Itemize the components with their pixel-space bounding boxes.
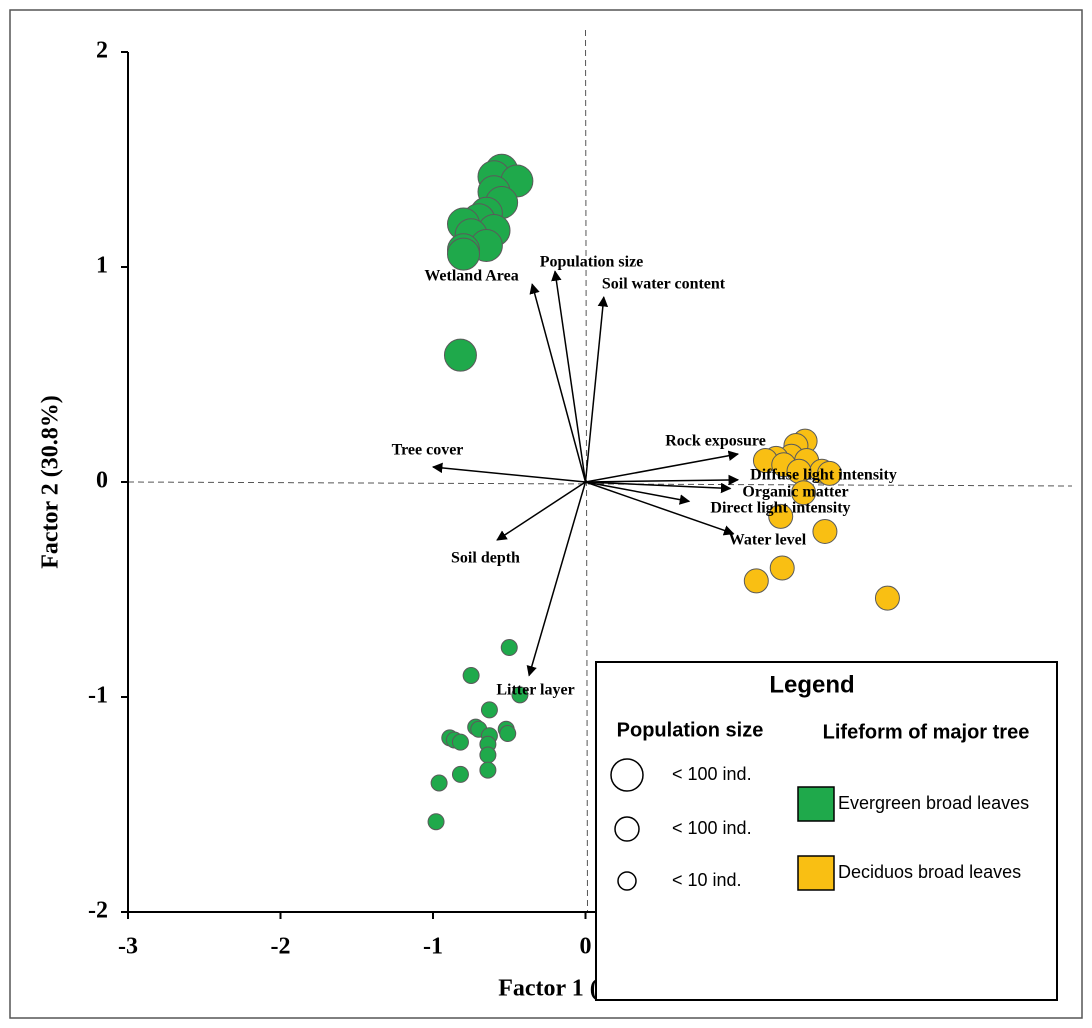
- vector: [585, 481, 691, 505]
- legend-swatch: [797, 786, 835, 822]
- vector-label: Wetland Area: [424, 268, 518, 285]
- point: [499, 725, 517, 743]
- x-tick-label: -3: [118, 934, 138, 960]
- point: [743, 568, 769, 594]
- point: [769, 555, 795, 581]
- legend-size-label: < 10 ind.: [672, 870, 742, 890]
- point: [768, 503, 794, 529]
- x-tick-label: -1: [423, 934, 443, 960]
- point: [451, 733, 469, 751]
- legend-size-title: Population size: [617, 719, 764, 741]
- point: [812, 518, 838, 544]
- vector-label: Diffuse light intensity: [750, 467, 897, 484]
- vector: [584, 296, 609, 483]
- legend-size-marker: [610, 758, 644, 792]
- x-tick-label: -2: [271, 934, 291, 960]
- vector-label: Organic matter: [742, 484, 848, 501]
- legend-size-marker: [617, 871, 637, 891]
- vector-label: Litter layer: [496, 682, 574, 699]
- point: [479, 746, 497, 764]
- point: [451, 765, 469, 783]
- vector-label: Soil depth: [451, 550, 520, 567]
- vector: [551, 270, 587, 483]
- point: [480, 701, 498, 719]
- y-tick-label: 1: [96, 253, 108, 279]
- vector-label: Soil water content: [602, 276, 726, 293]
- vector: [585, 450, 740, 483]
- point: [511, 686, 529, 704]
- point: [427, 813, 445, 831]
- legend-size-label: < 100 ind.: [672, 818, 752, 838]
- legend-label: Deciduos broad leaves: [838, 862, 1021, 882]
- legend-swatch: [797, 855, 835, 891]
- vector: [526, 481, 587, 677]
- legend-label: Evergreen broad leaves: [838, 793, 1029, 813]
- y-tick-label: 0: [96, 468, 108, 494]
- point: [462, 667, 480, 684]
- vector-label: Direct light intensity: [710, 500, 850, 517]
- vector-label: Water level: [729, 532, 807, 549]
- vector-label: Population size: [540, 254, 644, 271]
- vector-label: Rock exposure: [665, 433, 766, 450]
- legend-box: [595, 661, 1058, 1001]
- vector: [431, 462, 586, 483]
- point: [447, 237, 480, 271]
- legend-size-marker: [614, 816, 640, 842]
- vector: [585, 481, 732, 494]
- point: [430, 774, 448, 792]
- vector: [585, 481, 735, 536]
- point: [443, 338, 477, 372]
- y-tick-label: -1: [88, 683, 108, 709]
- x-tick-label: 0: [580, 934, 592, 960]
- point: [791, 480, 817, 506]
- vector: [496, 481, 586, 541]
- point: [817, 460, 842, 486]
- vector: [529, 283, 587, 483]
- y-axis-label: Factor 2 (30.8%): [38, 395, 64, 569]
- y-tick-label: -2: [88, 898, 108, 924]
- vector: [585, 474, 740, 486]
- legend-color-title: Lifeform of major tree: [823, 721, 1030, 743]
- y-tick-label: 2: [96, 38, 108, 64]
- legend-size-label: < 100 ind.: [672, 764, 752, 784]
- vector-label: Tree cover: [392, 442, 464, 459]
- point: [500, 639, 518, 657]
- frame: [9, 9, 1083, 1019]
- point: [874, 585, 900, 611]
- legend-title: Legend: [769, 671, 854, 698]
- point: [479, 761, 497, 779]
